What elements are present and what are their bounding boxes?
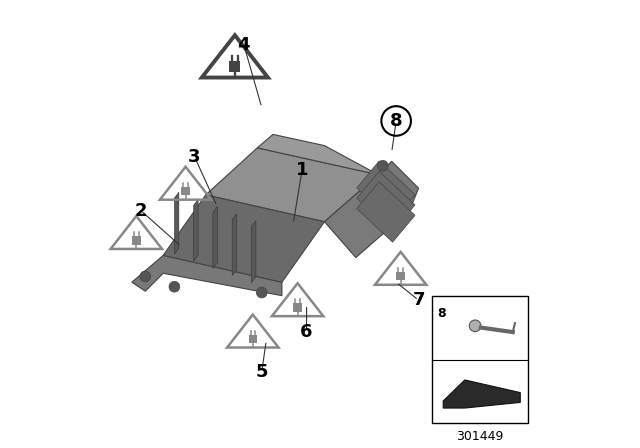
Polygon shape [356, 172, 415, 232]
Text: 4: 4 [237, 36, 250, 54]
Polygon shape [163, 195, 324, 282]
Bar [396, 272, 405, 280]
Polygon shape [132, 255, 282, 296]
Polygon shape [174, 192, 179, 254]
Polygon shape [257, 134, 378, 175]
Polygon shape [356, 182, 415, 242]
Bar [181, 187, 190, 195]
Polygon shape [194, 199, 198, 261]
Text: 8: 8 [390, 112, 403, 130]
Circle shape [378, 160, 388, 171]
Polygon shape [213, 207, 218, 268]
Text: 5: 5 [255, 363, 268, 381]
Polygon shape [232, 214, 237, 276]
Circle shape [469, 320, 481, 332]
Text: 8: 8 [438, 307, 446, 320]
Bar [432, 296, 528, 423]
Bar [230, 61, 240, 72]
Polygon shape [378, 161, 419, 211]
Text: 2: 2 [134, 202, 147, 220]
Polygon shape [252, 221, 256, 283]
Circle shape [257, 287, 267, 298]
Polygon shape [356, 161, 415, 221]
Text: 3: 3 [188, 148, 201, 166]
Circle shape [140, 271, 150, 282]
Circle shape [169, 281, 180, 292]
Text: 7: 7 [412, 291, 425, 309]
Bar [293, 303, 302, 312]
Text: 301449: 301449 [456, 430, 504, 444]
Bar [248, 335, 257, 343]
Text: 1: 1 [296, 161, 308, 179]
Polygon shape [206, 148, 378, 222]
Text: 6: 6 [300, 323, 313, 340]
Polygon shape [324, 175, 410, 258]
Polygon shape [443, 380, 520, 408]
Bar [132, 236, 141, 245]
